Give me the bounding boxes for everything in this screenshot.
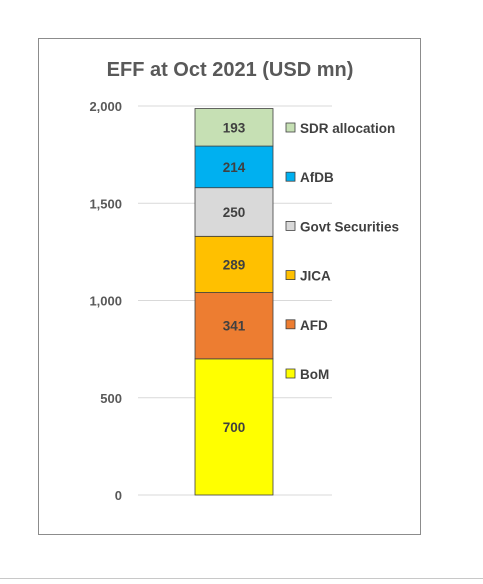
- bar-segment: [194, 358, 274, 496]
- bar-segment: [194, 145, 274, 189]
- legend-label: AFD: [300, 318, 328, 333]
- bar-segment: [194, 235, 274, 293]
- y-tick-label: 1,500: [89, 196, 122, 211]
- legend-swatch: [285, 319, 296, 330]
- segment-value-label: 341: [223, 319, 246, 334]
- y-tick-label: 500: [100, 391, 122, 406]
- page-bottom-divider: [0, 578, 483, 579]
- legend-label: Govt Securities: [300, 219, 399, 234]
- segment-value-label: 193: [223, 120, 246, 135]
- legend-swatch: [285, 270, 296, 281]
- stacked-bar: [194, 108, 274, 496]
- legend-swatch: [285, 368, 296, 379]
- legend-swatch: [285, 171, 296, 182]
- legend-swatch: [285, 220, 296, 231]
- legend-label: SDR allocation: [300, 121, 395, 136]
- chart-title: EFF at Oct 2021 (USD mn): [107, 59, 354, 81]
- y-tick-label: 2,000: [89, 99, 122, 114]
- segment-value-label: 700: [223, 420, 246, 435]
- legend-label: JICA: [300, 269, 331, 284]
- y-tick-label: 1,000: [89, 294, 122, 309]
- segment-labels: 700 341 289 250 214 193: [223, 120, 246, 435]
- segment-value-label: 214: [223, 160, 246, 175]
- bar-segment: [194, 187, 274, 237]
- legend-label: BoM: [300, 367, 329, 382]
- legend: SDR allocation AfDB Govt Securities JICA AFD…: [285, 121, 399, 382]
- legend-label: AfDB: [300, 170, 334, 185]
- legend-swatch: [285, 122, 296, 133]
- y-axis-ticks: 0 500 1,000 1,500 2,000: [89, 99, 122, 503]
- y-tick-label: 0: [115, 488, 122, 503]
- segment-value-label: 289: [223, 257, 246, 272]
- bar-segment: [194, 292, 274, 360]
- segment-value-label: 250: [223, 205, 246, 220]
- bar-segment: [194, 108, 274, 147]
